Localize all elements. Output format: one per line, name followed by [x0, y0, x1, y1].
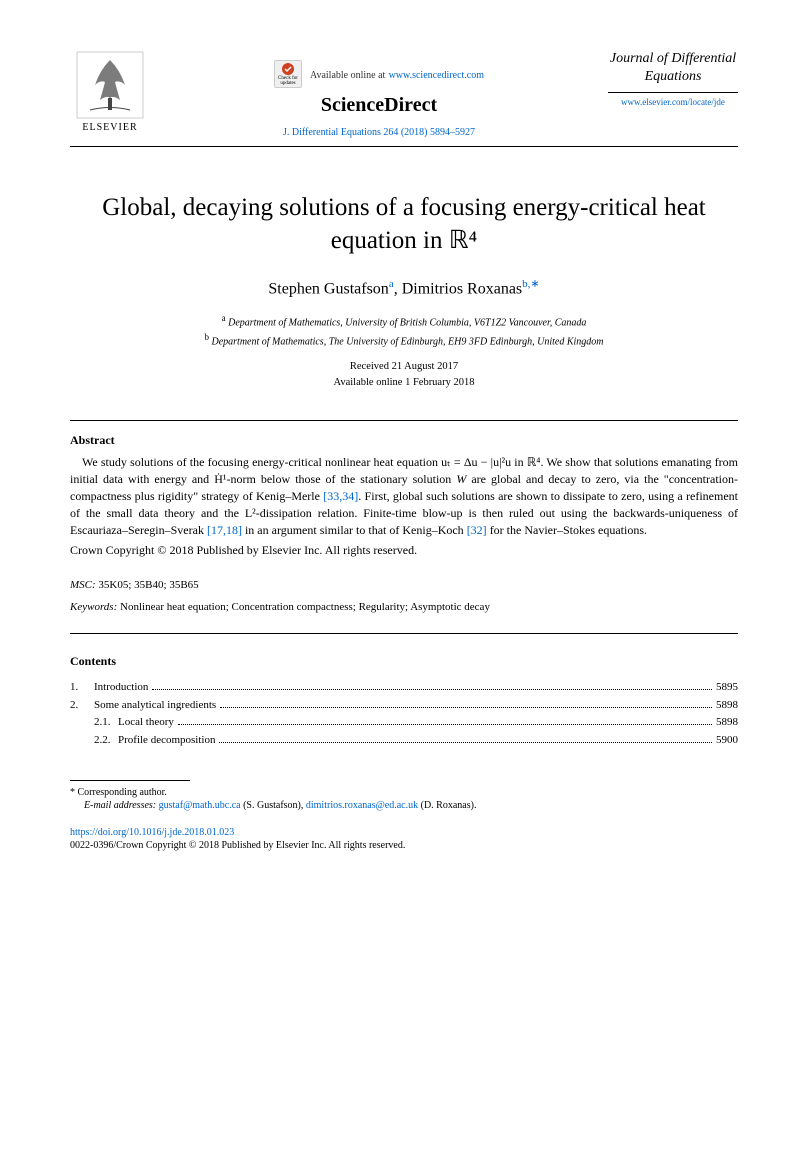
aff-a-sup: a — [222, 313, 226, 323]
sciencedirect-url[interactable]: www.sciencedirect.com — [389, 70, 484, 81]
abstract-heading: Abstract — [70, 433, 738, 448]
keywords-text: Nonlinear heat equation; Concentration c… — [117, 601, 490, 613]
journal-url[interactable]: www.elsevier.com/locate/jde — [608, 97, 738, 107]
abs-eq4: L² — [245, 506, 256, 520]
email-1[interactable]: gustaf@math.ubc.ca — [159, 800, 241, 811]
toc-num: 2.2. — [70, 732, 118, 750]
email-label: E-mail addresses: — [84, 800, 156, 811]
toc-row[interactable]: 2.Some analytical ingredients 5898 — [70, 697, 738, 715]
affiliations: a Department of Mathematics, University … — [70, 312, 738, 349]
abs-mid6: in an argument similar to that of Kenig–… — [242, 523, 467, 537]
aff-b-text: Department of Mathematics, The Universit… — [212, 336, 604, 347]
elsevier-block: ELSEVIER — [70, 50, 150, 133]
abs-mid2: -norm below those of the stationary solu… — [226, 472, 456, 486]
keywords-line: Keywords: Nonlinear heat equation; Conce… — [70, 601, 738, 613]
ref-32[interactable]: [32] — [467, 523, 487, 537]
abs-end: for the Navier–Stokes equations. — [487, 523, 647, 537]
msc-line: MSC: 35K05; 35B40; 35B65 — [70, 579, 738, 591]
toc-dots — [152, 689, 712, 690]
available-online-text: Available online at www.sciencedirect.co… — [310, 66, 484, 82]
header-rule — [70, 146, 738, 147]
dates-block: Received 21 August 2017 Available online… — [70, 359, 738, 391]
available-label: Available online at — [310, 70, 385, 81]
toc-row[interactable]: 2.2.Profile decomposition 5900 — [70, 732, 738, 750]
toc-label: Profile decomposition — [118, 732, 215, 750]
paper-page: ELSEVIER Check for updates Available onl… — [0, 0, 808, 881]
abs-pre: We study solutions of the focusing energ… — [82, 455, 441, 469]
toc-num: 1. — [70, 679, 94, 697]
aff-a-text: Department of Mathematics, University of… — [228, 318, 586, 329]
toc-page: 5895 — [716, 679, 738, 697]
available-row: Check for updates Available online at ww… — [150, 60, 608, 88]
journal-title: Journal of Differential Equations — [608, 50, 738, 93]
footer-separator — [70, 780, 190, 781]
toc-dots — [219, 742, 712, 743]
bottom-copyright: 0022-0396/Crown Copyright © 2018 Publish… — [70, 840, 738, 851]
author-1: Stephen Gustafson — [268, 280, 388, 297]
center-header: Check for updates Available online at ww… — [150, 50, 608, 138]
email-2-name: (D. Roxanas). — [418, 800, 476, 811]
ref-33-34[interactable]: [33,34] — [323, 489, 358, 503]
toc-num: 2. — [70, 697, 94, 715]
journal-block: Journal of Differential Equations www.el… — [608, 50, 738, 107]
msc-label: MSC: — [70, 579, 96, 591]
header-row: ELSEVIER Check for updates Available onl… — [70, 50, 738, 138]
affiliation-a: a Department of Mathematics, University … — [70, 312, 738, 330]
abs-eq3: W — [456, 472, 466, 486]
corresponding-text: Corresponding author. — [75, 787, 167, 798]
email-1-name: (S. Gustafson), — [241, 800, 306, 811]
toc-page: 5898 — [716, 697, 738, 715]
corresponding-line: * Corresponding author. — [70, 787, 738, 798]
ref-17-18[interactable]: [17,18] — [207, 523, 242, 537]
author-2-sup[interactable]: b,∗ — [522, 278, 539, 290]
authors-line: Stephen Gustafsona, Dimitrios Roxanasb,∗ — [70, 277, 738, 298]
author-2: Dimitrios Roxanas — [402, 280, 522, 297]
contents-heading: Contents — [70, 654, 738, 669]
contents-top-rule — [70, 633, 738, 634]
article-title: Global, decaying solutions of a focusing… — [70, 192, 738, 257]
toc-row[interactable]: 1.Introduction 5895 — [70, 679, 738, 697]
online-date: Available online 1 February 2018 — [70, 375, 738, 391]
toc-label: Introduction — [94, 679, 148, 697]
toc-label: Some analytical ingredients — [94, 697, 216, 715]
toc-page: 5898 — [716, 714, 738, 732]
toc-label: Local theory — [118, 714, 174, 732]
check-updates-label: Check for updates — [275, 76, 301, 86]
abs-eq2: Ḣ¹ — [214, 472, 226, 486]
check-updates-icon[interactable]: Check for updates — [274, 60, 302, 88]
toc-dots — [220, 707, 712, 708]
citation-line[interactable]: J. Differential Equations 264 (2018) 589… — [150, 127, 608, 138]
doi-link[interactable]: https://doi.org/10.1016/j.jde.2018.01.02… — [70, 827, 738, 838]
aff-b-sup: b — [205, 332, 210, 342]
affiliation-b: b Department of Mathematics, The Univers… — [70, 331, 738, 349]
sciencedirect-logo: ScienceDirect — [150, 94, 608, 117]
toc-num: 2.1. — [70, 714, 118, 732]
emails-line: E-mail addresses: gustaf@math.ubc.ca (S.… — [70, 800, 738, 811]
email-2[interactable]: dimitrios.roxanas@ed.ac.uk — [306, 800, 418, 811]
keywords-label: Keywords: — [70, 601, 117, 613]
elsevier-tree-icon — [75, 50, 145, 120]
author-1-sup[interactable]: a — [389, 278, 394, 290]
toc-page: 5900 — [716, 732, 738, 750]
toc-row[interactable]: 2.1.Local theory 5898 — [70, 714, 738, 732]
elsevier-label: ELSEVIER — [82, 122, 137, 133]
received-date: Received 21 August 2017 — [70, 359, 738, 375]
abstract-body: We study solutions of the focusing energ… — [70, 454, 738, 538]
abs-eq1: uₜ = Δu − |u|²u — [441, 455, 511, 469]
toc-list: 1.Introduction58952.Some analytical ingr… — [70, 679, 738, 749]
abstract-copyright: Crown Copyright © 2018 Published by Else… — [70, 542, 738, 559]
toc-dots — [178, 724, 712, 725]
msc-codes: 35K05; 35B40; 35B65 — [96, 579, 199, 591]
abstract-top-rule — [70, 420, 738, 421]
